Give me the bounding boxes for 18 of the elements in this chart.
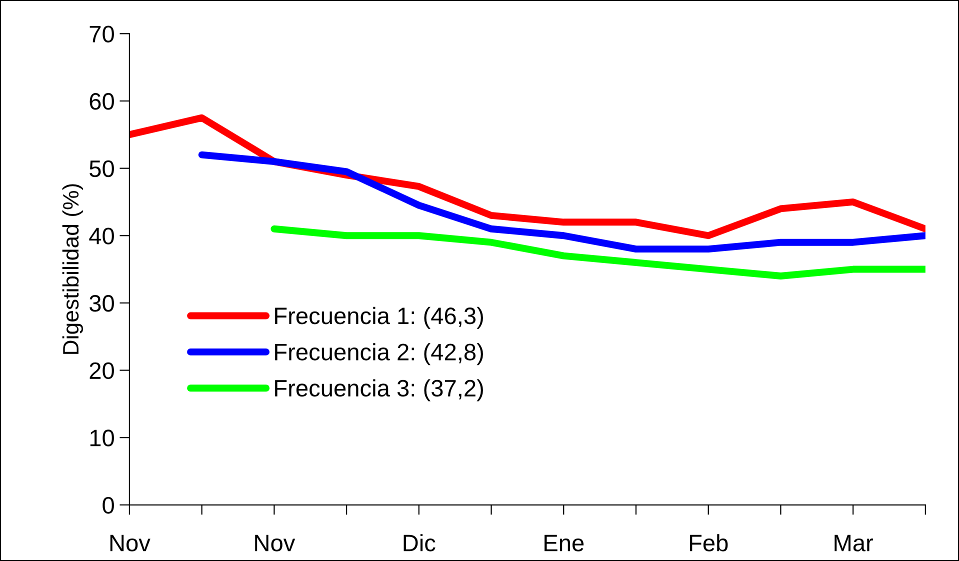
legend-label: Frecuencia 2: (42,8) bbox=[275, 343, 483, 366]
y-tick-label: 50 bbox=[90, 160, 114, 178]
y-tick-label: 10 bbox=[90, 430, 114, 446]
x-tick-label: Feb bbox=[690, 534, 728, 552]
y-axis-title: Digestibilidad (%) bbox=[62, 184, 84, 354]
y-tick-label: 40 bbox=[89, 228, 114, 244]
y-tick-label: 30 bbox=[90, 295, 114, 312]
y-tick-label: 60 bbox=[90, 93, 114, 110]
y-tick-label: 70 bbox=[90, 26, 114, 42]
x-tick-label: Ene bbox=[544, 534, 584, 552]
x-tick-label: Mar bbox=[834, 534, 874, 552]
y-tick-label: 20 bbox=[90, 362, 114, 380]
legend-label: Frecuencia 3: (37,2) bbox=[275, 379, 483, 402]
y-tick-label: 0 bbox=[102, 496, 114, 514]
x-tick-label: Dic bbox=[404, 534, 436, 552]
x-tick-label: Nov bbox=[110, 534, 150, 552]
x-tick-label: Nov bbox=[255, 534, 296, 552]
legend-label: Frecuencia 1: (46,3) bbox=[275, 306, 483, 329]
